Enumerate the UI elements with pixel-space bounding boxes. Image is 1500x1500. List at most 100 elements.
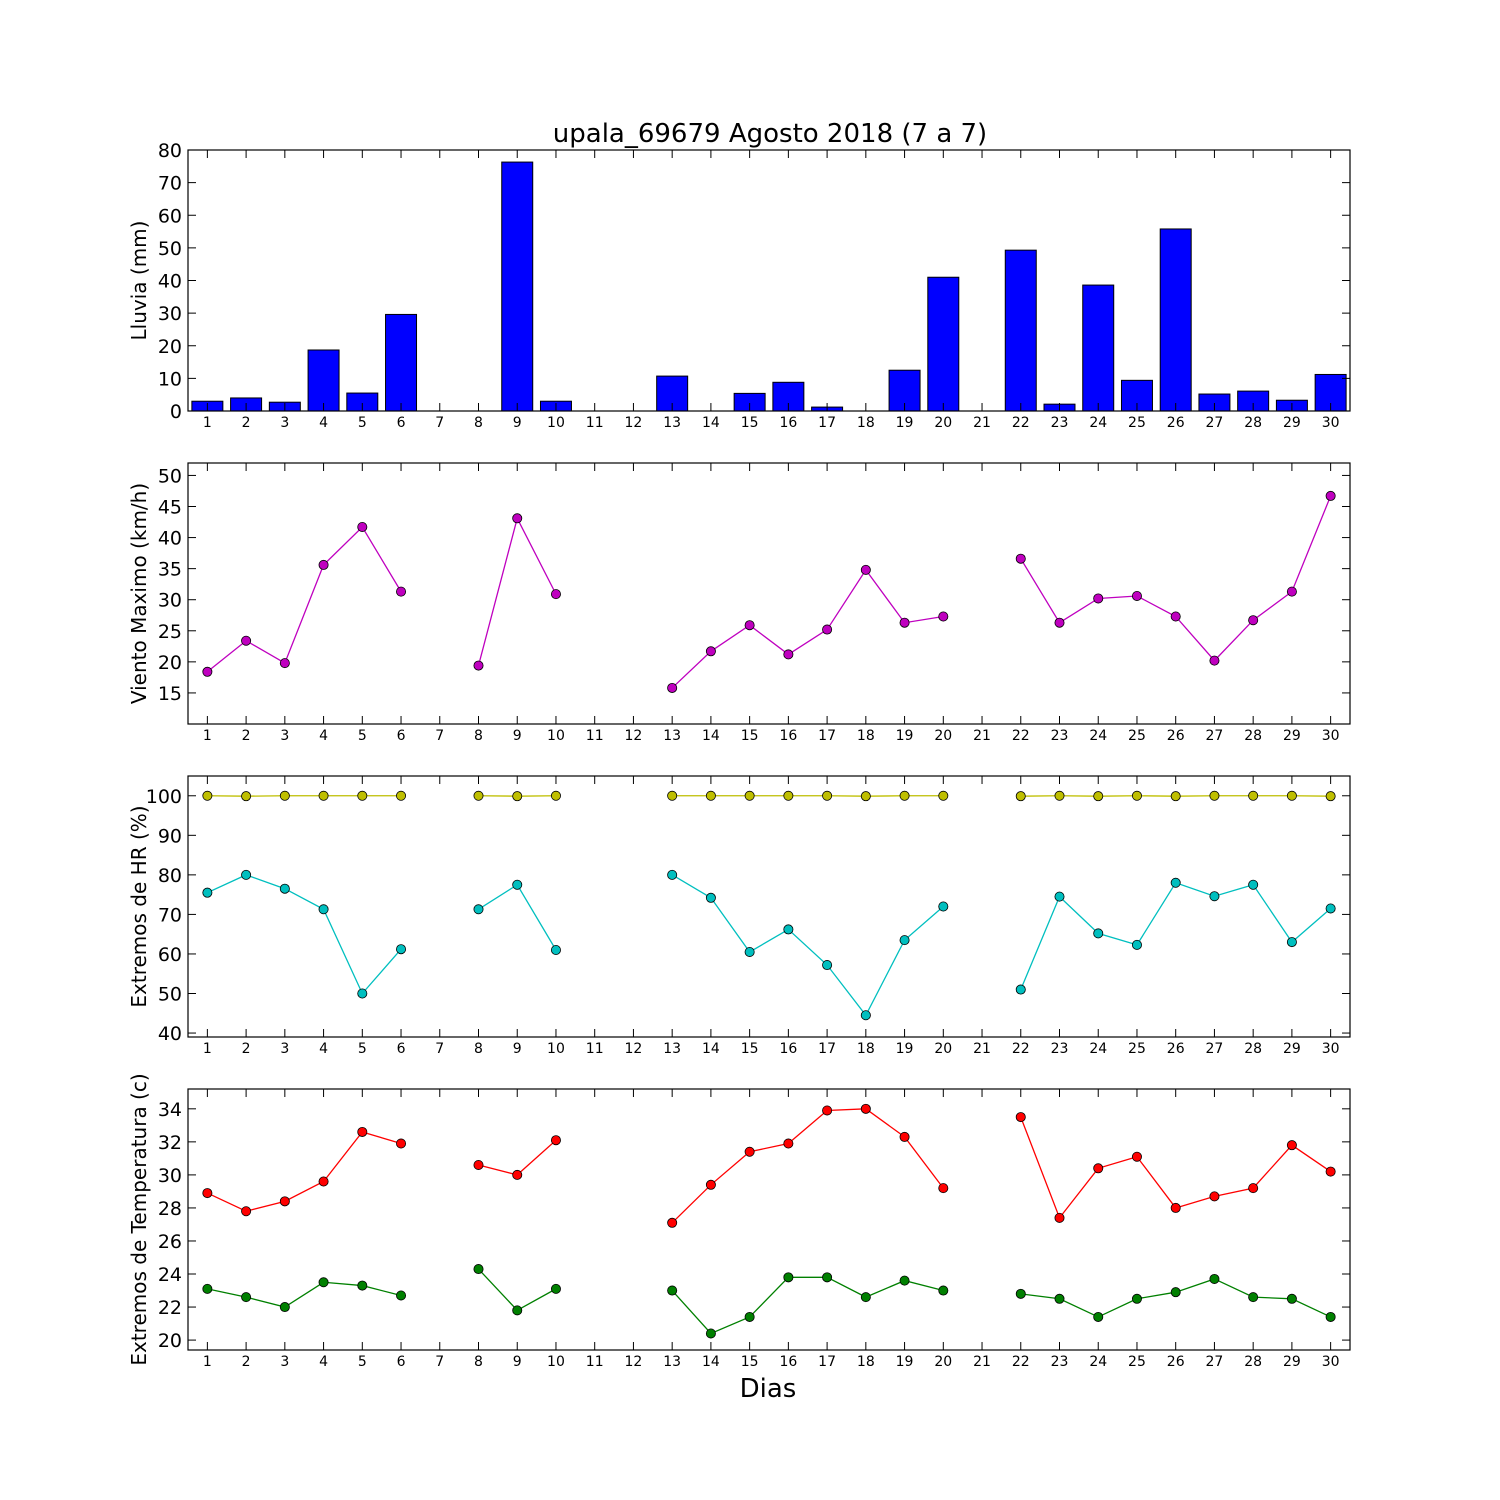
data-point xyxy=(279,658,290,669)
series-line xyxy=(478,883,557,951)
x-tick-label: 1 xyxy=(203,1354,212,1370)
bar xyxy=(501,161,534,412)
data-point xyxy=(1093,1163,1104,1174)
data-point xyxy=(705,790,716,801)
data-point xyxy=(822,960,833,971)
x-tick-label: 3 xyxy=(280,728,289,744)
x-tick-label: 6 xyxy=(397,1354,406,1370)
x-tick-label: 17 xyxy=(818,415,836,431)
x-tick-label: 27 xyxy=(1206,1041,1224,1057)
data-point xyxy=(1170,1287,1181,1298)
data-point xyxy=(202,666,213,677)
data-point xyxy=(357,1126,368,1137)
axes-frame xyxy=(187,462,1351,725)
x-tick-label: 18 xyxy=(857,1354,875,1370)
x-tick-label: 21 xyxy=(973,728,991,744)
x-tick-label: 2 xyxy=(242,728,251,744)
series-line xyxy=(671,1276,944,1335)
x-tick-label: 30 xyxy=(1322,1041,1340,1057)
y-tick-label: 60 xyxy=(158,205,182,227)
y-tick-label: 80 xyxy=(158,865,182,887)
data-point xyxy=(1209,790,1220,801)
data-point xyxy=(512,791,523,802)
x-tick-label: 19 xyxy=(896,415,914,431)
data-point xyxy=(783,1272,794,1283)
x-tick-label: 14 xyxy=(702,1041,720,1057)
x-tick-label: 11 xyxy=(586,728,604,744)
data-point xyxy=(1286,586,1297,597)
data-point xyxy=(705,1179,716,1190)
x-tick-label: 20 xyxy=(934,1354,952,1370)
data-point xyxy=(860,1103,871,1114)
series-line xyxy=(1020,881,1332,990)
bar xyxy=(1159,228,1192,412)
data-point xyxy=(705,892,716,903)
data-point xyxy=(822,790,833,801)
data-point xyxy=(667,869,678,880)
data-point xyxy=(822,624,833,635)
y-tick-label: 30 xyxy=(158,303,182,325)
x-tick-label: 10 xyxy=(547,415,565,431)
x-tick-label: 29 xyxy=(1283,1041,1301,1057)
x-tick-label: 28 xyxy=(1244,728,1262,744)
x-tick-label: 12 xyxy=(625,1041,643,1057)
x-tick-label: 3 xyxy=(280,415,289,431)
x-tick-label: 19 xyxy=(896,728,914,744)
y-tick-label: 15 xyxy=(158,683,182,705)
data-point xyxy=(938,611,949,622)
data-point xyxy=(783,924,794,935)
x-tick-label: 2 xyxy=(242,1354,251,1370)
y-tick-label: 90 xyxy=(158,825,182,847)
data-point xyxy=(473,790,484,801)
x-tick-label: 24 xyxy=(1089,415,1107,431)
data-point xyxy=(1054,891,1065,902)
data-point xyxy=(318,1176,329,1187)
data-point xyxy=(860,1010,871,1021)
series-line xyxy=(671,568,944,689)
x-tick-label: 25 xyxy=(1128,1041,1146,1057)
y-tick-label: 70 xyxy=(158,904,182,926)
x-tick-label: 5 xyxy=(358,1354,367,1370)
x-tick-label: 27 xyxy=(1206,728,1224,744)
x-tick-label: 18 xyxy=(857,728,875,744)
x-tick-label: 15 xyxy=(741,1041,759,1057)
data-point xyxy=(396,586,407,597)
x-tick-label: 30 xyxy=(1322,415,1340,431)
x-tick-label: 30 xyxy=(1322,728,1340,744)
data-point xyxy=(318,904,329,915)
data-point xyxy=(1248,1183,1259,1194)
data-point xyxy=(1325,490,1336,501)
data-point xyxy=(473,1159,484,1170)
data-point xyxy=(1131,939,1142,950)
x-tick-label: 23 xyxy=(1051,728,1069,744)
data-point xyxy=(744,946,755,957)
y-tick-label: 45 xyxy=(158,497,182,519)
x-tick-label: 6 xyxy=(397,1041,406,1057)
data-point xyxy=(1170,611,1181,622)
data-point xyxy=(550,1135,561,1146)
x-tick-label: 15 xyxy=(741,415,759,431)
series-line xyxy=(207,1281,402,1308)
data-point xyxy=(1209,655,1220,666)
x-tick-label: 16 xyxy=(779,1041,797,1057)
x-tick-label: 11 xyxy=(586,1041,604,1057)
y-tick-label: 28 xyxy=(158,1198,182,1220)
data-point xyxy=(1093,791,1104,802)
data-point xyxy=(318,790,329,801)
data-point xyxy=(279,790,290,801)
bar xyxy=(1082,284,1115,412)
x-tick-label: 23 xyxy=(1051,1041,1069,1057)
y-tick-label: 10 xyxy=(158,368,182,390)
x-tick-label: 7 xyxy=(435,1041,444,1057)
x-tick-label: 15 xyxy=(741,1354,759,1370)
y-tick-label: 32 xyxy=(158,1132,182,1154)
y-tick-label: 26 xyxy=(158,1231,182,1253)
data-point xyxy=(1054,1293,1065,1304)
x-tick-label: 11 xyxy=(586,1354,604,1370)
data-point xyxy=(899,935,910,946)
data-point xyxy=(357,522,368,533)
data-point xyxy=(202,1188,213,1199)
data-point xyxy=(473,660,484,671)
data-point xyxy=(667,790,678,801)
x-tick-label: 12 xyxy=(625,415,643,431)
